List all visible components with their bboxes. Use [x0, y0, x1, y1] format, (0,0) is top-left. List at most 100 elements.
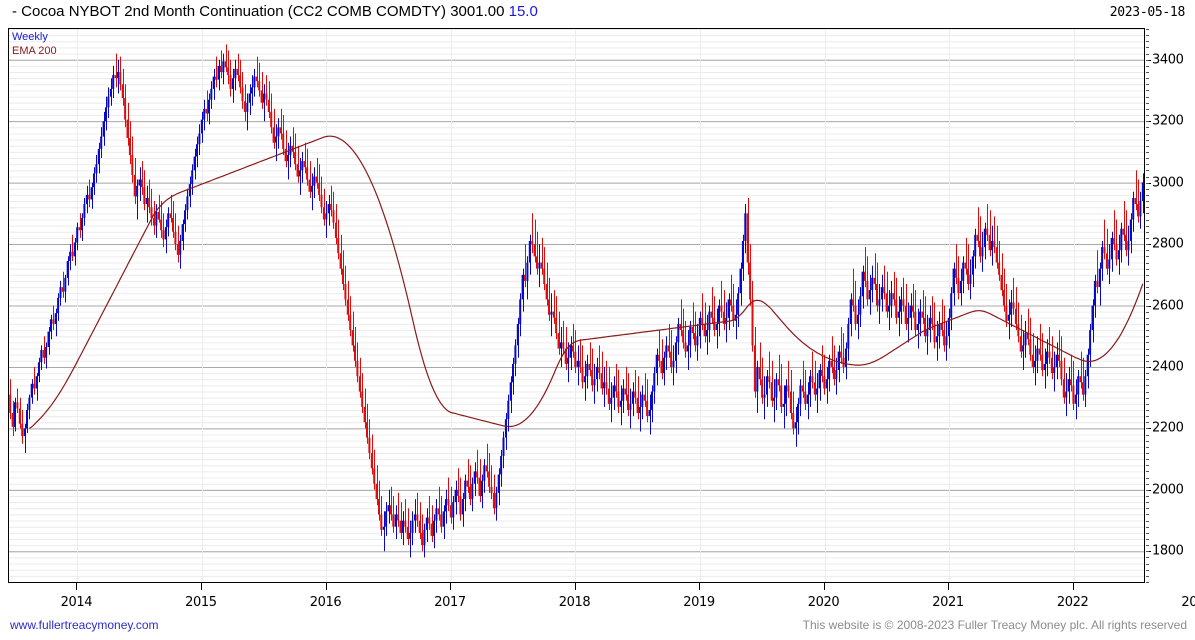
price-change: 15.0: [508, 3, 538, 20]
x-axis: 2014 2015 2016 2017 2018 2019 2020 2021 2022 2023: [0, 583, 1195, 613]
instrument-name: - Cocoa NYBOT 2nd Month Continuation (CC…: [12, 3, 447, 20]
y-minor-tick: [1146, 35, 1149, 37]
y-minor-tick: [1146, 563, 1149, 565]
y-minor-tick: [1146, 84, 1149, 86]
y-minor-tick: [1146, 65, 1149, 67]
y-minor-tick: [1146, 397, 1149, 399]
y-tick-label: 2400: [1152, 359, 1184, 375]
y-minor-tick: [1146, 465, 1149, 467]
y-minor-tick: [1146, 514, 1149, 516]
y-minor-tick: [1146, 311, 1149, 313]
y-minor-tick: [1146, 551, 1149, 553]
y-minor-tick: [1146, 323, 1149, 325]
y-minor-tick: [1146, 403, 1149, 405]
y-minor-tick: [1146, 182, 1149, 184]
y-minor-tick: [1146, 213, 1149, 215]
legend-interval-label: Weekly: [12, 31, 48, 43]
x-tick-label: 2018: [558, 595, 591, 610]
y-minor-tick: [1146, 262, 1149, 264]
y-minor-tick: [1146, 342, 1149, 344]
y-minor-tick: [1146, 440, 1149, 442]
y-axis: 1800 2000 2200 2400 2600 2800 3000 3200 3400: [1146, 28, 1195, 584]
y-minor-tick: [1146, 194, 1149, 196]
candlestick-series: [9, 44, 1144, 558]
ema-200-line: [29, 135, 1144, 429]
y-minor-tick: [1146, 225, 1149, 227]
y-minor-tick: [1146, 170, 1149, 172]
y-minor-tick: [1146, 127, 1149, 129]
y-minor-tick: [1146, 502, 1149, 504]
y-minor-tick: [1146, 207, 1149, 209]
y-minor-tick: [1146, 545, 1149, 547]
y-tick-label: 2000: [1152, 482, 1184, 498]
y-minor-tick: [1146, 305, 1149, 307]
y-minor-tick: [1146, 158, 1149, 159]
y-tick-label: 3200: [1152, 113, 1184, 129]
y-minor-tick: [1146, 293, 1149, 295]
y-minor-tick: [1146, 373, 1149, 375]
x-tick-mark: [200, 583, 202, 590]
y-minor-tick: [1146, 379, 1149, 381]
chart-plot-area[interactable]: [8, 28, 1145, 583]
x-tick-label: 2015: [185, 595, 217, 610]
x-tick-mark: [574, 583, 576, 590]
y-minor-tick: [1146, 539, 1149, 540]
y-minor-tick: [1146, 78, 1149, 80]
chart-date: 2023-05-18: [1109, 5, 1186, 20]
page-title: - Cocoa NYBOT 2nd Month Continuation (CC…: [12, 3, 538, 20]
copyright-text: This website is © 2008-2023 Fuller Treac…: [802, 618, 1187, 632]
y-minor-tick: [1146, 366, 1149, 368]
x-tick-label: 2023: [1181, 595, 1195, 610]
site-url[interactable]: www.fullertreacymoney.com: [10, 618, 159, 632]
y-minor-tick: [1146, 287, 1149, 289]
y-minor-tick: [1146, 422, 1149, 424]
y-minor-tick: [1146, 164, 1149, 166]
y-minor-tick: [1146, 237, 1149, 239]
y-minor-tick: [1146, 569, 1149, 571]
y-minor-tick: [1146, 348, 1149, 350]
y-minor-tick: [1146, 483, 1149, 485]
y-minor-tick: [1146, 176, 1149, 178]
y-minor-tick: [1146, 133, 1149, 135]
y-minor-tick: [1146, 72, 1149, 73]
y-minor-tick: [1146, 256, 1149, 258]
y-minor-tick: [1146, 532, 1149, 534]
y-minor-tick: [1146, 90, 1149, 92]
y-minor-tick: [1146, 108, 1149, 110]
y-minor-tick: [1146, 145, 1149, 147]
y-minor-tick: [1146, 219, 1149, 221]
y-minor-tick: [1146, 115, 1149, 116]
y-minor-tick: [1146, 201, 1149, 202]
y-minor-tick: [1146, 96, 1149, 98]
y-minor-tick: [1146, 575, 1149, 577]
last-price: 3001.00: [450, 3, 505, 20]
y-minor-tick: [1146, 459, 1149, 461]
y-minor-tick: [1146, 280, 1149, 282]
x-tick-label: 2016: [309, 595, 342, 610]
x-tick-label: 2019: [683, 595, 715, 610]
y-minor-tick: [1146, 360, 1149, 362]
y-minor-tick: [1146, 299, 1149, 301]
y-minor-tick: [1146, 151, 1149, 153]
x-tick-mark: [699, 583, 700, 590]
y-minor-tick: [1146, 188, 1149, 190]
chart-header: - Cocoa NYBOT 2nd Month Continuation (CC…: [0, 0, 1195, 26]
price-chart-svg: [9, 29, 1144, 582]
x-tick-mark: [325, 583, 327, 590]
y-minor-tick: [1146, 53, 1149, 55]
y-minor-tick: [1146, 477, 1149, 479]
y-minor-tick: [1146, 231, 1149, 233]
y-minor-tick: [1146, 428, 1149, 430]
y-minor-tick: [1146, 410, 1149, 411]
y-minor-tick: [1146, 121, 1149, 123]
y-minor-tick: [1146, 268, 1149, 270]
x-tick-mark: [823, 583, 825, 590]
y-minor-tick: [1146, 526, 1149, 528]
y-minor-tick: [1146, 416, 1149, 418]
x-tick-label: 2017: [434, 595, 466, 610]
y-minor-tick: [1146, 41, 1149, 43]
y-tick-label: 2600: [1152, 298, 1184, 313]
x-tick-label: 2014: [60, 595, 93, 610]
y-minor-tick: [1146, 557, 1149, 559]
